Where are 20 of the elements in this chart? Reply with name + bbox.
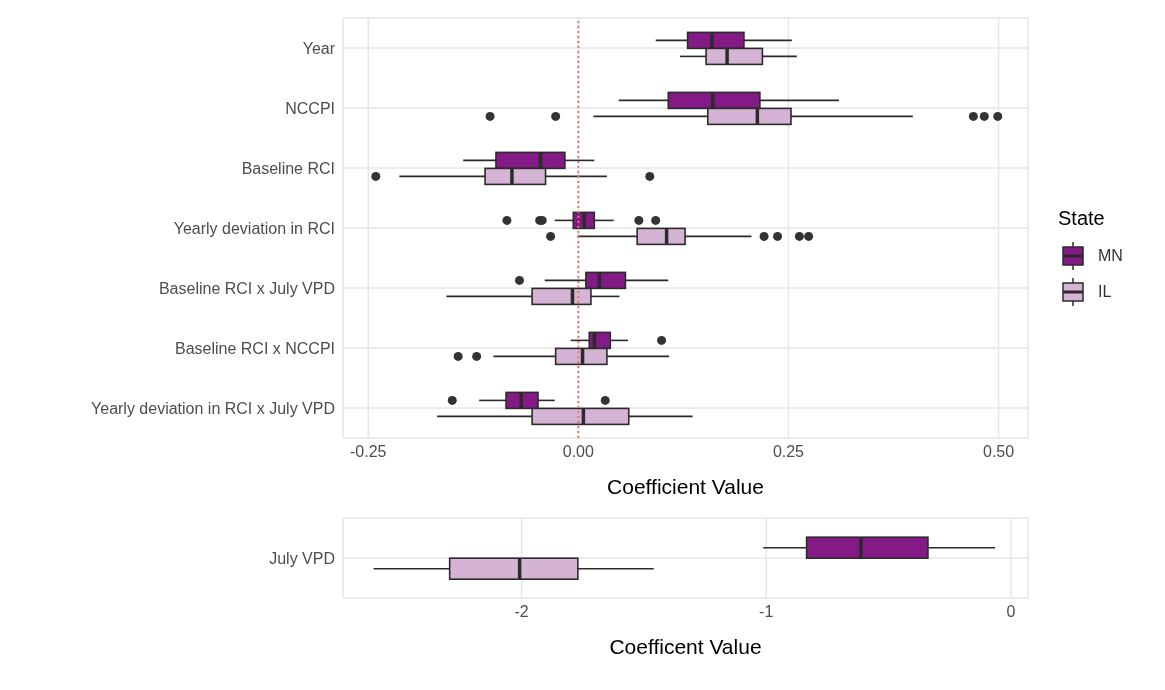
x-tick-label: 0.50: [983, 443, 1015, 461]
legend-label: MN: [1098, 246, 1123, 265]
x-tick-label: -0.25: [349, 443, 387, 461]
y-tick-label: Year: [302, 39, 336, 57]
y-tick-label: NCCPI: [285, 99, 335, 117]
x-tick-label: 0.25: [772, 443, 805, 461]
x-axis-title: Coefficient Value: [607, 475, 764, 498]
x-axis-title: Coefficent Value: [609, 635, 762, 658]
x-tick-label: -2: [514, 603, 529, 621]
y-tick-label: July VPD: [269, 549, 335, 567]
y-tick-label: Baseline RCI: [241, 159, 335, 177]
y-tick-label: Yearly deviation in RCI x July VPD: [91, 399, 335, 417]
x-tick-label: 0: [1006, 603, 1016, 621]
legend-label: IL: [1098, 282, 1112, 301]
y-tick-label: Yearly deviation in RCI: [173, 219, 335, 237]
x-tick-label: 0.00: [562, 443, 595, 461]
legend-title: State: [1058, 206, 1106, 230]
y-tick-label: Baseline RCI x July VPD: [158, 279, 335, 297]
y-tick-label: Baseline RCI x NCCPI: [174, 339, 335, 357]
x-tick-label: -1: [759, 603, 774, 621]
